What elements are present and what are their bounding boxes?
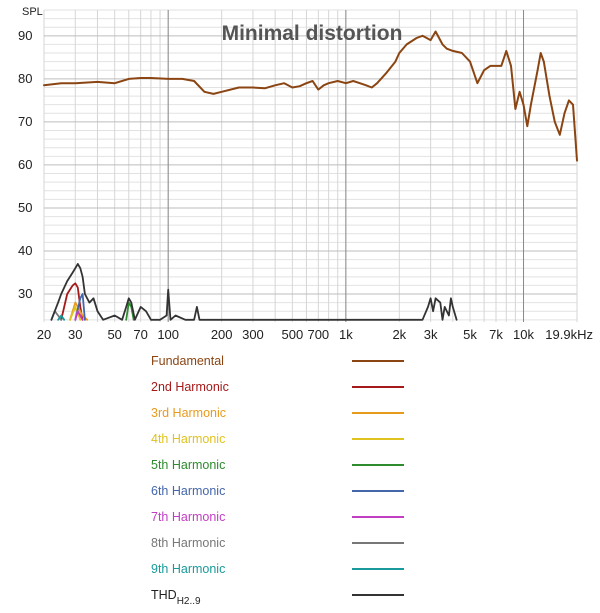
x-tick-label: 20 (37, 327, 51, 342)
series-line-7th-harmonic (74, 310, 84, 321)
series-line-2nd-harmonic (60, 282, 84, 321)
legend-label: 5th Harmonic (151, 458, 225, 472)
y-tick-label: 30 (18, 286, 32, 301)
chart-title: Minimal distortion (222, 22, 403, 45)
x-tick-label: 50 (107, 327, 121, 342)
y-tick-labels: 30 40 50 60 70 80 90 (18, 28, 32, 301)
x-tick-label: 30 (68, 327, 82, 342)
legend-label: Fundamental (151, 354, 224, 368)
x-tick-label: 7k (489, 327, 503, 342)
y-tick-label: 80 (18, 71, 32, 86)
x-tick-label: 5k (463, 327, 477, 342)
series-line-fundamental (43, 30, 578, 162)
legend-label: 6th Harmonic (151, 484, 225, 498)
x-tick-label: 200 (211, 327, 233, 342)
x-tick-label: 10k (513, 327, 534, 342)
y-axis-label: SPL (22, 6, 43, 18)
y-tick-label: 70 (18, 114, 32, 129)
legend-label-subscript: H2..9 (177, 596, 201, 607)
y-tick-label: 60 (18, 157, 32, 172)
legend-label: 4th Harmonic (151, 432, 225, 446)
x-tick-label: 100 (157, 327, 179, 342)
x-tick-label: 300 (242, 327, 264, 342)
y-tick-label: 90 (18, 28, 32, 43)
x-tick-label: 70 (133, 327, 147, 342)
x-tick-label: 700 (307, 327, 329, 342)
x-tick-label: 500 (282, 327, 304, 342)
series-line-4th-harmonic (69, 305, 82, 321)
legend-label: 7th Harmonic (151, 510, 225, 524)
plot-series (43, 30, 578, 321)
x-tick-labels: 20 30 50 70 100 200 300 500 700 1k 2k 3k 5k 7k 10k 19.9… (37, 327, 593, 342)
legend-label: 2nd Harmonic (151, 380, 229, 394)
legend-label: 9th Harmonic (151, 562, 225, 576)
x-tick-label: 1k (339, 327, 353, 342)
x-tick-label: 3k (424, 327, 438, 342)
legend-label: 8th Harmonic (151, 536, 225, 550)
y-tick-label: 50 (18, 200, 32, 215)
series-line-6th-harmonic (74, 293, 86, 321)
y-tick-label: 40 (18, 243, 32, 258)
series-line-5th-harmonic (125, 301, 135, 321)
series-line-thd (50, 262, 458, 321)
legend-label: 3rd Harmonic (151, 406, 226, 420)
x-tick-label: 2k (392, 327, 406, 342)
x-tick-label: 19.9kHz (545, 327, 593, 342)
series-line-9th-harmonic (57, 314, 66, 321)
